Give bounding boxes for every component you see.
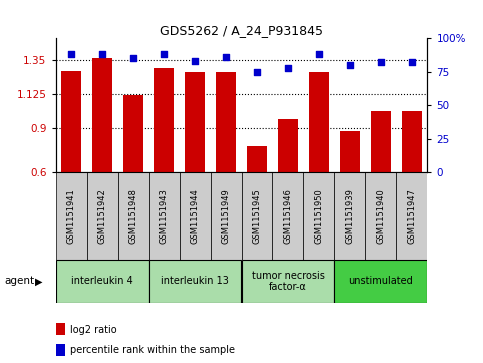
Bar bbox=[92, 57, 112, 172]
Bar bbox=[242, 172, 272, 260]
Point bbox=[222, 54, 230, 60]
Point bbox=[408, 60, 416, 65]
Point bbox=[253, 69, 261, 75]
Bar bbox=[371, 111, 391, 172]
Bar bbox=[149, 260, 242, 303]
Text: log2 ratio: log2 ratio bbox=[71, 325, 117, 335]
Bar bbox=[278, 119, 298, 172]
Point bbox=[98, 51, 106, 57]
Bar bbox=[154, 68, 174, 172]
Text: GSM1151946: GSM1151946 bbox=[284, 188, 293, 244]
Text: interleukin 13: interleukin 13 bbox=[161, 276, 229, 286]
Bar bbox=[56, 172, 86, 260]
Text: GSM1151947: GSM1151947 bbox=[408, 188, 416, 244]
Bar bbox=[149, 172, 180, 260]
Title: GDS5262 / A_24_P931845: GDS5262 / A_24_P931845 bbox=[160, 24, 323, 37]
Bar bbox=[272, 172, 303, 260]
Text: GSM1151939: GSM1151939 bbox=[345, 188, 355, 244]
Bar bbox=[56, 344, 65, 356]
Bar bbox=[334, 172, 366, 260]
Point bbox=[160, 51, 168, 57]
Point bbox=[315, 51, 323, 57]
Point bbox=[67, 51, 75, 57]
Text: GSM1151944: GSM1151944 bbox=[190, 188, 199, 244]
Bar bbox=[334, 260, 427, 303]
Bar bbox=[117, 172, 149, 260]
Bar bbox=[123, 95, 143, 172]
Bar bbox=[185, 73, 205, 172]
Bar bbox=[56, 260, 149, 303]
Text: GSM1151943: GSM1151943 bbox=[159, 188, 169, 244]
Text: agent: agent bbox=[5, 276, 35, 286]
Bar bbox=[366, 172, 397, 260]
Bar bbox=[86, 172, 117, 260]
Text: GSM1151950: GSM1151950 bbox=[314, 188, 324, 244]
Point bbox=[129, 55, 137, 61]
Bar bbox=[242, 260, 334, 303]
Text: interleukin 4: interleukin 4 bbox=[71, 276, 133, 286]
Text: unstimulated: unstimulated bbox=[349, 276, 413, 286]
Bar bbox=[397, 172, 427, 260]
Bar bbox=[303, 172, 334, 260]
Text: percentile rank within the sample: percentile rank within the sample bbox=[71, 345, 235, 355]
Bar bbox=[309, 73, 329, 172]
Text: GSM1151940: GSM1151940 bbox=[376, 188, 385, 244]
Bar bbox=[402, 111, 422, 172]
Text: tumor necrosis
factor-α: tumor necrosis factor-α bbox=[252, 270, 325, 292]
Text: GSM1151941: GSM1151941 bbox=[67, 188, 75, 244]
Bar bbox=[180, 172, 211, 260]
Point bbox=[284, 65, 292, 70]
Point bbox=[191, 58, 199, 64]
Bar bbox=[247, 146, 267, 172]
Bar bbox=[61, 71, 81, 172]
Text: GSM1151948: GSM1151948 bbox=[128, 188, 138, 244]
Point bbox=[377, 60, 385, 65]
Text: GSM1151945: GSM1151945 bbox=[253, 188, 261, 244]
Text: GSM1151942: GSM1151942 bbox=[98, 188, 107, 244]
Bar bbox=[211, 172, 242, 260]
Bar bbox=[56, 323, 65, 335]
Text: GSM1151949: GSM1151949 bbox=[222, 188, 230, 244]
Bar bbox=[216, 73, 236, 172]
Point bbox=[346, 62, 354, 68]
Bar bbox=[340, 131, 360, 172]
Text: ▶: ▶ bbox=[35, 276, 43, 286]
